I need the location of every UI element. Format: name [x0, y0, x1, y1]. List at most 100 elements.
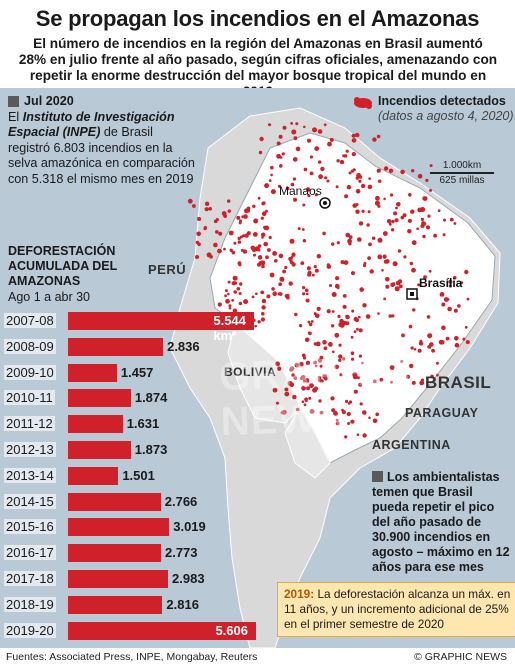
- fire-dot: [291, 373, 295, 377]
- fire-dot: [331, 310, 335, 313]
- fire-dot: [252, 232, 258, 237]
- bar-category-label: 2015-16: [4, 519, 56, 535]
- fire-dot: [319, 355, 324, 360]
- fire-dot: [322, 374, 328, 379]
- fire-dot: [420, 207, 426, 212]
- fire-dot: [425, 225, 431, 230]
- fire-dot: [192, 204, 196, 208]
- fire-dot: [217, 248, 222, 254]
- fire-dot: [187, 198, 193, 204]
- bar-value-label: 1.631: [126, 416, 160, 432]
- fire-dot: [323, 123, 327, 127]
- fire-dot: [335, 185, 339, 189]
- fire-dot: [335, 418, 339, 422]
- fire-dot: [290, 182, 295, 187]
- fire-dot: [326, 263, 330, 267]
- callout-text: La deforestación alcanza un máx. en 11 a…: [284, 587, 511, 631]
- fire-dot: [265, 255, 269, 260]
- fire-dot: [443, 218, 446, 222]
- fire-dot: [228, 304, 232, 308]
- fire-dot: [339, 373, 343, 377]
- fire-dot: [417, 283, 421, 287]
- fire-dot: [336, 286, 340, 290]
- bar-value-label: 5.544 km²: [213, 313, 246, 343]
- bar-row: 2016-17 2.773: [4, 542, 274, 568]
- fire-dot: [300, 261, 305, 265]
- label-bolivia: BOLIVIA: [224, 365, 277, 379]
- fire-dot: [318, 399, 322, 403]
- fire-detections-layer: [187, 122, 470, 439]
- fire-dot: [309, 155, 313, 159]
- fire-dot: [398, 279, 403, 284]
- fire-dot: [301, 353, 306, 358]
- fire-dot: [406, 374, 411, 379]
- fire-dot: [396, 202, 401, 207]
- fire-dot: [263, 225, 266, 229]
- fire-dot: [326, 179, 330, 183]
- bar-category-label: 2008-09: [4, 338, 56, 354]
- fire-dot: [388, 314, 392, 318]
- fire-dot: [385, 259, 390, 264]
- fire-dot: [232, 308, 238, 314]
- fire-dot: [360, 183, 366, 189]
- fire-dot: [332, 350, 335, 354]
- fire-dot: [267, 248, 271, 252]
- fire-dot: [314, 146, 320, 151]
- fire-dot: [328, 342, 333, 347]
- fire-dot: [331, 242, 335, 246]
- fire-dot: [391, 314, 395, 318]
- bar: [68, 389, 131, 408]
- fire-dot: [345, 399, 349, 403]
- square-bullet-icon: [372, 471, 383, 482]
- bar-row: 2013-14 1.501: [4, 465, 274, 491]
- fire-dot: [293, 376, 298, 380]
- fire-dot: [410, 209, 415, 214]
- fire-dot: [377, 237, 383, 243]
- fire-dot: [307, 272, 312, 277]
- fire-dot: [261, 201, 266, 206]
- bar-value-label: 2.773: [164, 545, 198, 561]
- fire-dot: [196, 231, 201, 237]
- fire-dot: [197, 217, 202, 221]
- bar-value-label: 5.606: [215, 622, 248, 638]
- fire-dot: [257, 196, 261, 200]
- fire-dot: [409, 363, 414, 369]
- fire-dot: [351, 138, 357, 143]
- fire-dot: [427, 345, 432, 349]
- fire-dot: [242, 249, 248, 254]
- fire-dot: [272, 251, 277, 256]
- fire-dot: [263, 241, 269, 247]
- legend-fires-note: (datos a agosto 4, 2020): [378, 109, 514, 123]
- fire-dot: [447, 306, 452, 312]
- fire-dot: [367, 210, 371, 214]
- fire-dot: [284, 294, 289, 298]
- bar-value-label: 1.501: [122, 467, 155, 483]
- fire-dot: [381, 269, 384, 272]
- fire-dot: [307, 320, 311, 324]
- fire-dot: [288, 281, 293, 286]
- fire-dot: [288, 256, 293, 262]
- fire-dot: [302, 286, 306, 290]
- fire-dot: [441, 302, 446, 307]
- fire-dot: [302, 356, 307, 360]
- fire-dot: [411, 380, 416, 385]
- fire-dot: [361, 361, 364, 365]
- fire-dot: [377, 254, 383, 260]
- info-box: Jul 2020 El Instituto de Investigación E…: [8, 94, 196, 187]
- fire-dot: [388, 168, 394, 173]
- fire-dot: [311, 273, 315, 277]
- fire-dot: [359, 287, 365, 292]
- fire-dot: [324, 176, 328, 180]
- fire-dot: [261, 232, 266, 237]
- fire-dot: [345, 314, 350, 319]
- fire-dot: [336, 241, 340, 245]
- fire-dot: [257, 255, 263, 260]
- fire-dot: [369, 269, 374, 274]
- bar-category-label: 2007-08: [4, 313, 56, 328]
- fire-dot: [337, 314, 341, 318]
- fire-dot: [423, 275, 427, 280]
- fire-dot: [217, 302, 222, 307]
- fire-dot: [254, 292, 258, 296]
- scale-km: 1.000km: [442, 160, 482, 171]
- fire-dot: [439, 292, 445, 297]
